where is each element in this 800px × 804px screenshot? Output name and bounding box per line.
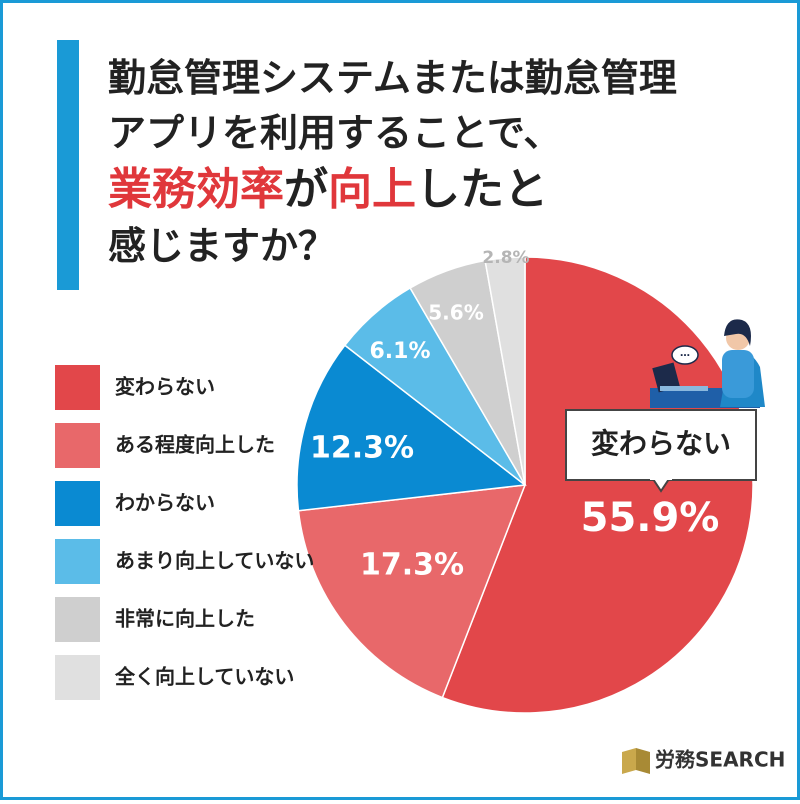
value-label: 55.9% xyxy=(581,495,720,541)
title-text: アプリを利用することで、 xyxy=(108,111,561,155)
title-highlight: 業務効率 xyxy=(108,164,284,215)
title-bar xyxy=(57,40,79,290)
value-label: 12.3% xyxy=(310,431,414,466)
legend-swatch xyxy=(55,597,100,642)
title-line: アプリを利用することで、 xyxy=(108,111,561,155)
title-text: 勤怠管理システムまたは勤怠管理 xyxy=(108,56,677,100)
value-label: 17.3% xyxy=(360,548,464,583)
value-label: 6.1% xyxy=(369,339,430,364)
legend-label: 全く向上していない xyxy=(114,665,294,689)
legend-swatch xyxy=(55,481,100,526)
legend-label: あまり向上していない xyxy=(115,549,314,573)
value-label: 5.6% xyxy=(428,301,483,325)
legend-label: 非常に向上した xyxy=(115,607,255,631)
title-highlight: 向上 xyxy=(328,164,416,215)
value-label: 2.8% xyxy=(482,248,529,268)
svg-text:…: … xyxy=(680,348,690,359)
title-text: が xyxy=(284,164,328,215)
title-line: 勤怠管理システムまたは勤怠管理 xyxy=(108,56,677,100)
legend-swatch xyxy=(55,423,100,468)
callout-text: 変わらない xyxy=(591,427,731,460)
callout-box xyxy=(565,409,757,481)
illustration: … xyxy=(650,319,765,408)
legend-swatch xyxy=(55,655,100,700)
pie-slice xyxy=(296,344,527,512)
pie-slice xyxy=(297,484,527,699)
pie-slice xyxy=(484,256,526,486)
legend-swatch xyxy=(55,539,100,584)
logo-icon xyxy=(622,748,650,774)
title-text: したと xyxy=(416,164,548,215)
title-text: 感じますか？ xyxy=(108,224,336,268)
legend-swatch xyxy=(55,365,100,410)
title-line: 業務効率が向上したと xyxy=(108,164,548,215)
legend-label: 変わらない xyxy=(115,375,215,399)
title-line: 感じますか？ xyxy=(108,224,336,268)
legend-label: ある程度向上した xyxy=(115,433,275,457)
logo: 労務SEARCH xyxy=(655,748,785,772)
pie xyxy=(296,256,754,714)
legend-label: わからない xyxy=(115,491,215,515)
